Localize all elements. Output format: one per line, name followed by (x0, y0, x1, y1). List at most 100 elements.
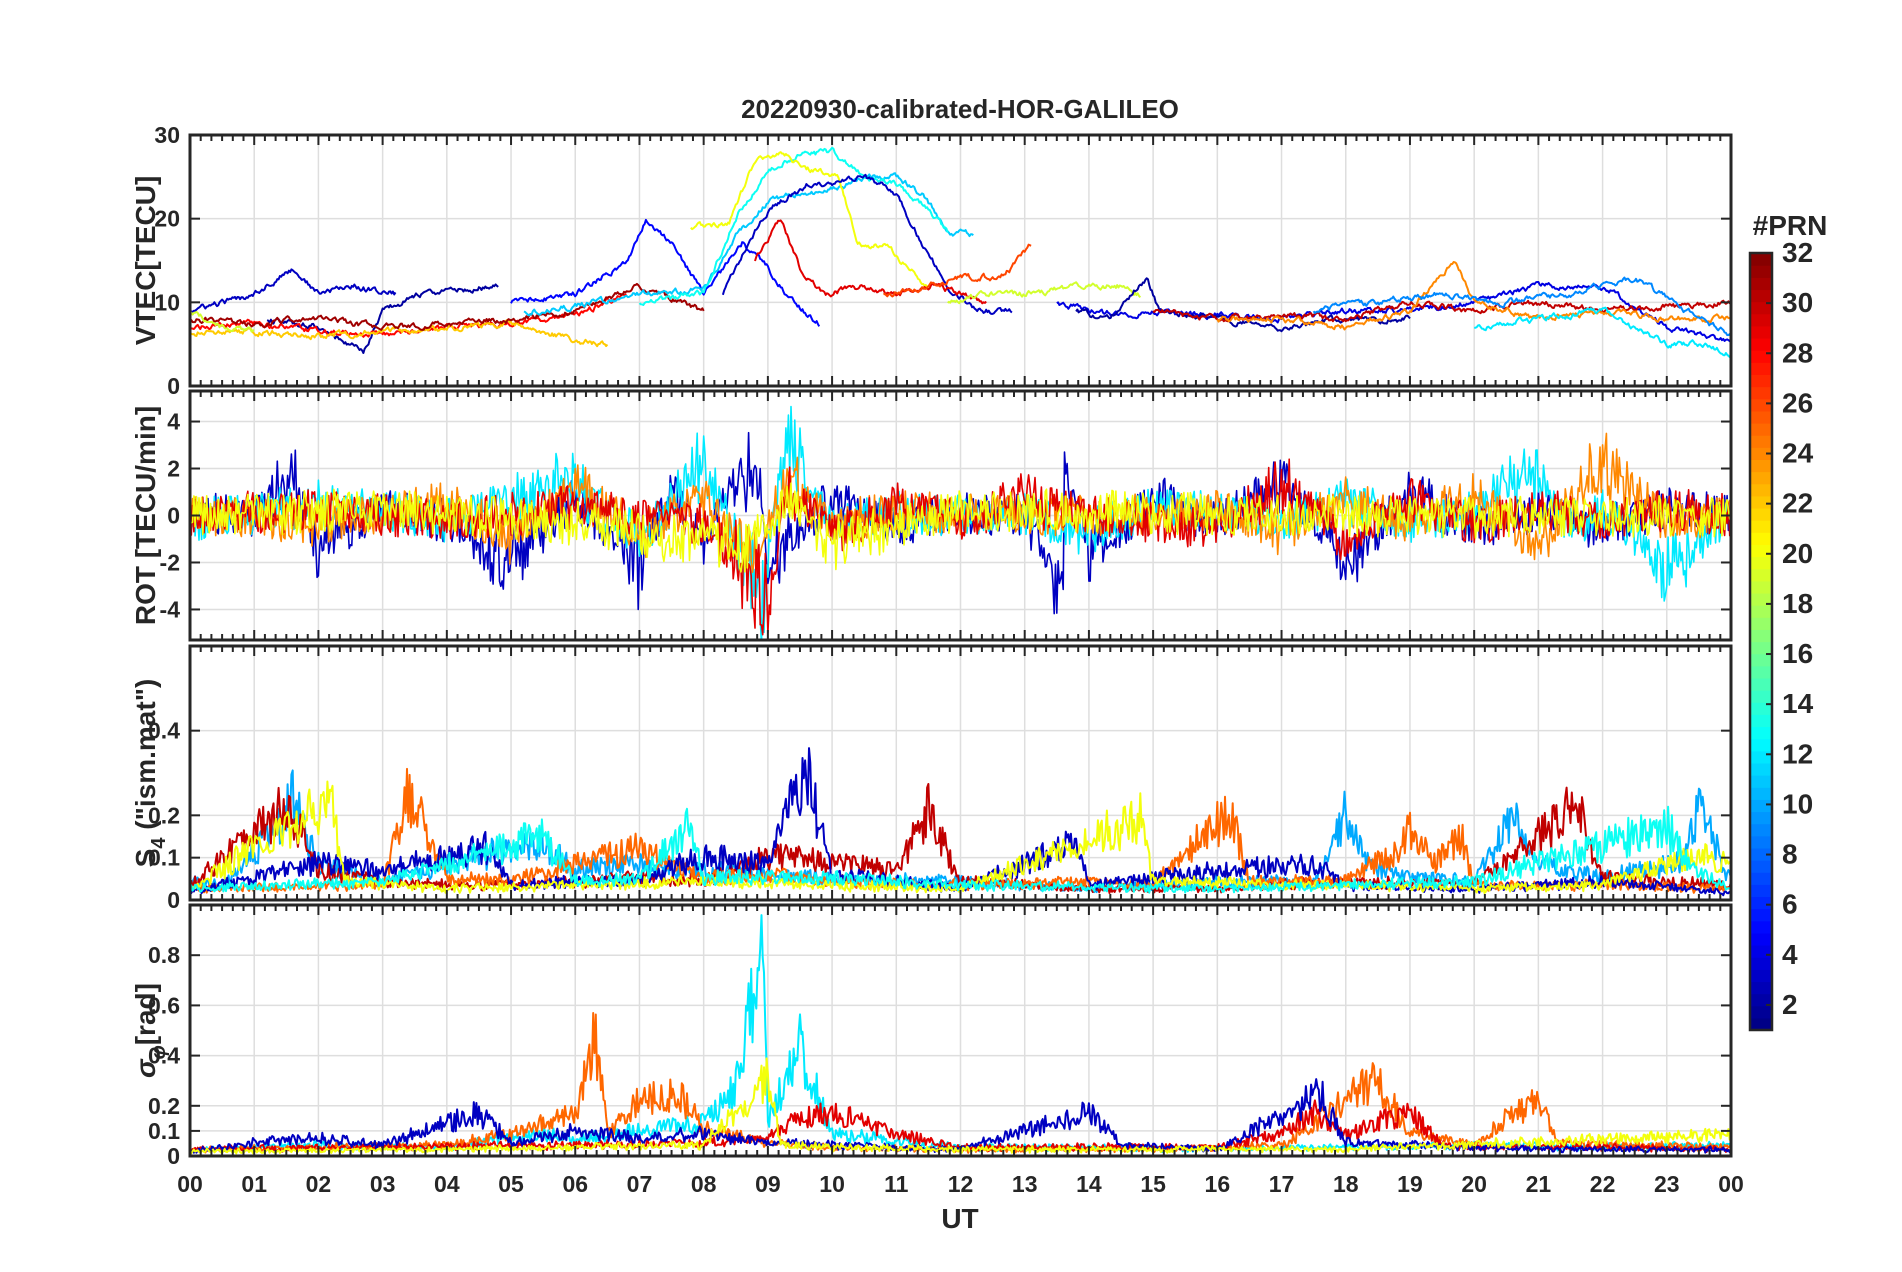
x-tick-label: 01 (241, 1171, 267, 1197)
series-prn-26 (882, 243, 1032, 298)
colorbar-segment (1750, 738, 1772, 752)
colorbar-frame (1748, 251, 1774, 1032)
colorbar-tick-label: 22 (1782, 488, 1813, 519)
y-tick-label: 0.8 (148, 942, 180, 968)
x-tick-label: 17 (1269, 1171, 1295, 1197)
colorbar-segment (1750, 592, 1772, 606)
colorbar-segment (1750, 872, 1772, 885)
colorbar-segment (1750, 750, 1772, 764)
x-tick-label: 04 (434, 1171, 460, 1197)
x-tick-label: 16 (1205, 1171, 1231, 1197)
y-tick-label: 4 (167, 409, 180, 435)
x-tick-label: 00 (177, 1171, 203, 1197)
colorbar-segment (1750, 253, 1772, 266)
colorbar-segment (1750, 677, 1772, 691)
colorbar-segment (1750, 580, 1772, 594)
x-tick-label: 14 (1076, 1171, 1102, 1197)
colorbar-tick-label: 4 (1782, 939, 1798, 970)
series-prn-11 (523, 172, 974, 317)
x-tick-label: 02 (306, 1171, 332, 1197)
colorbar-segment (1750, 337, 1772, 351)
colorbar-segment (1750, 847, 1772, 861)
colorbar-segment (1750, 714, 1772, 728)
colorbar-segment (1750, 544, 1772, 558)
colorbar-segment (1750, 799, 1772, 813)
colorbar-tick-label: 26 (1782, 387, 1813, 418)
y-label-main: S (130, 849, 161, 868)
series-prn-30 (1152, 299, 1731, 323)
colorbar-segment (1750, 653, 1772, 667)
colorbar-tick-label: 32 (1782, 237, 1813, 268)
colorbar-segment (1750, 993, 1772, 1007)
colorbar-tick-label: 2 (1782, 989, 1798, 1020)
colorbar-segment (1750, 605, 1772, 618)
chart-title: 20220930-calibrated-HOR-GALILEO (741, 94, 1179, 124)
y-tick-label: 0.1 (148, 845, 180, 871)
colorbar-segment (1750, 277, 1772, 291)
series-prn-13 (638, 146, 949, 306)
x-tick-label: 05 (498, 1171, 524, 1197)
y-tick-label: 10 (154, 289, 180, 315)
colorbar-tick-label: 16 (1782, 638, 1813, 669)
colorbar-segment (1750, 762, 1772, 776)
y-tick-label: 0 (167, 503, 180, 529)
series-prn-3 (721, 173, 1013, 315)
y-label-sub: 4 (148, 837, 170, 849)
colorbar-segment (1750, 969, 1772, 983)
y-tick-label: 0.4 (148, 1043, 180, 1069)
y-tick-label: 2 (167, 456, 180, 482)
y-tick-label: 0 (167, 373, 180, 399)
y-axis-label: VTEC[TECU] (130, 176, 161, 346)
colorbar-tick-label: 28 (1782, 337, 1813, 368)
colorbar-segment (1750, 860, 1772, 873)
x-tick-label: 20 (1461, 1171, 1487, 1197)
series-prn-3 (190, 268, 397, 313)
colorbar-segment (1750, 981, 1772, 995)
colorbar-segment (1750, 908, 1772, 922)
colorbar-segment (1750, 690, 1772, 703)
colorbar-segment (1750, 945, 1772, 958)
x-tick-label: 08 (691, 1171, 717, 1197)
x-tick-label: 09 (755, 1171, 781, 1197)
colorbar-segment (1750, 556, 1772, 570)
x-tick-label: 22 (1590, 1171, 1616, 1197)
colorbar-segment (1750, 702, 1772, 715)
x-tick-label: 21 (1526, 1171, 1552, 1197)
colorbar-tick-label: 14 (1782, 688, 1814, 719)
colorbar-segment (1750, 932, 1772, 946)
y-tick-label: 0.2 (148, 1093, 180, 1119)
colorbar-segment (1750, 398, 1772, 412)
x-tick-label: 11 (884, 1171, 909, 1197)
colorbar-segment (1750, 520, 1772, 533)
series-group (190, 405, 1731, 640)
series-prn-4 (1056, 281, 1731, 344)
series-prn-20 (690, 151, 930, 289)
colorbar-segment (1750, 896, 1772, 910)
series-prn-12 (1474, 306, 1731, 359)
y-label-rest: ("ism.mat") (130, 679, 161, 838)
colorbar-tick-label: 12 (1782, 738, 1813, 769)
x-tick-label: 12 (948, 1171, 974, 1197)
y-axis-label: ROT [TECU/min] (130, 406, 161, 625)
series-group (190, 747, 1731, 897)
series-group (190, 146, 1731, 359)
colorbar-segment (1750, 726, 1772, 740)
series-prn-31 (190, 282, 705, 331)
y-label-sub: φ (148, 1045, 170, 1059)
y-tick-label: -4 (160, 596, 181, 622)
colorbar-title: #PRN (1753, 210, 1828, 241)
x-tick-label: 03 (370, 1171, 396, 1197)
y-label-main: σ (130, 1058, 161, 1078)
colorbar-segment (1750, 629, 1772, 643)
colorbar-segment (1750, 313, 1772, 327)
panel-s4: 00.10.20.4S4 ("ism.mat") (130, 644, 1733, 913)
x-tick-label: 23 (1654, 1171, 1680, 1197)
colorbar-segment (1750, 568, 1772, 582)
colorbar-segment (1750, 471, 1772, 485)
y-axis-label: σφ[rad] (130, 983, 170, 1078)
x-tick-label: 15 (1140, 1171, 1166, 1197)
colorbar-segment (1750, 507, 1772, 521)
y-tick-label: 0.2 (148, 802, 180, 828)
x-tick-label: 10 (819, 1171, 845, 1197)
